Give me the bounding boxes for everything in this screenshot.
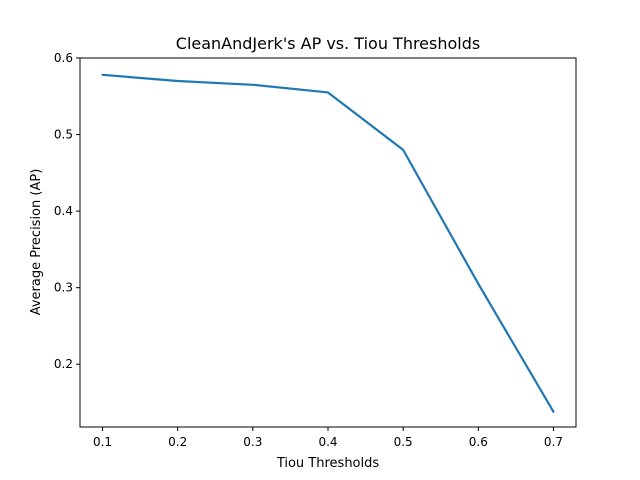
x-tick-label: 0.4: [318, 435, 337, 449]
y-tick-label: 0.4: [54, 204, 73, 218]
series-layer: [101, 73, 555, 413]
x-axis: 0.1 0.2 0.3 0.4 0.5 0.6 0.7: [93, 427, 563, 449]
x-tick-label: 0.7: [544, 435, 563, 449]
x-tick-label: 0.6: [469, 435, 488, 449]
y-tick-label: 0.6: [54, 51, 73, 65]
series-line-0: [101, 73, 555, 413]
y-axis-label: Average Precision (AP): [29, 169, 44, 316]
x-tick-label: 0.2: [168, 435, 187, 449]
y-tick-label: 0.5: [54, 128, 73, 142]
y-tick-label: 0.2: [54, 357, 73, 371]
chart-title: CleanAndJerk's AP vs. Tiou Thresholds: [176, 34, 480, 53]
y-tick-label: 0.3: [54, 281, 73, 295]
x-tick-label: 0.1: [93, 435, 112, 449]
y-axis: 0.2 0.3 0.4 0.5 0.6: [54, 51, 80, 371]
x-tick-label: 0.5: [394, 435, 413, 449]
x-tick-label: 0.3: [243, 435, 262, 449]
x-axis-label: Tiou Thresholds: [276, 456, 380, 471]
